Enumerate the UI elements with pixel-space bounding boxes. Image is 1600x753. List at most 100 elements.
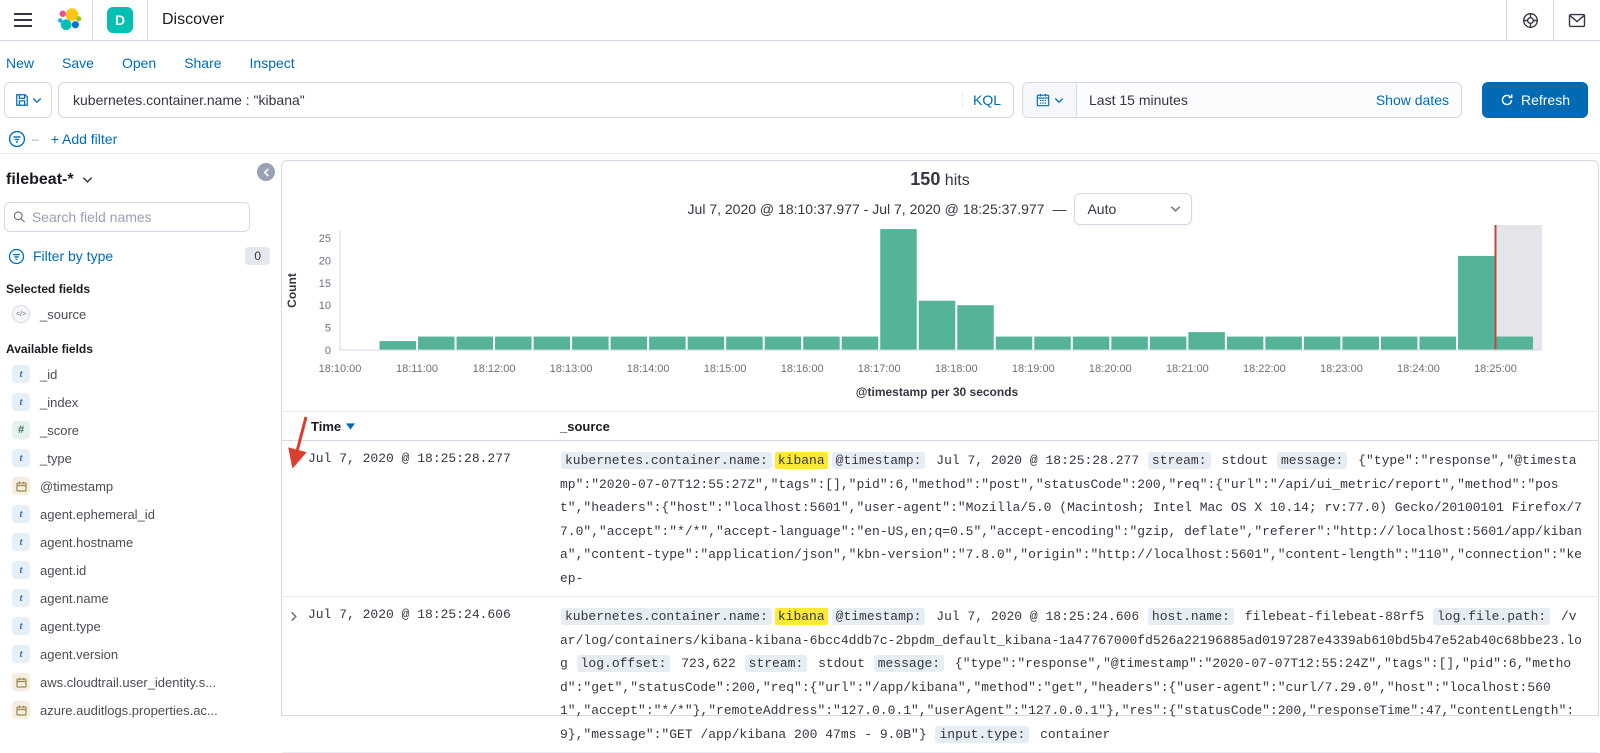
histogram-bar-18:13:00[interactable] (572, 336, 609, 350)
filter-by-type[interactable]: Filter by type 0 (4, 244, 276, 268)
field-item-_id[interactable]: t _id (4, 360, 276, 388)
field-item-agent.ephemeral_id[interactable]: t agent.ephemeral_id (4, 500, 276, 528)
chevron-down-icon (1054, 97, 1063, 103)
query-language-button[interactable]: KQL (961, 92, 1001, 108)
histogram-bar-18:22:30[interactable] (1303, 336, 1341, 350)
elastic-logo[interactable] (46, 0, 92, 40)
chevron-down-icon (32, 97, 41, 103)
histogram-bar-18:10:30[interactable] (379, 341, 417, 350)
histogram-bar-18:19:00[interactable] (1034, 336, 1071, 350)
table-row: Jul 7, 2020 @ 18:25:24.606 kubernetes.con… (282, 597, 1598, 753)
x-tick-label: 18:24:00 (1397, 363, 1440, 375)
histogram-bar-18:13:30[interactable] (610, 336, 648, 350)
histogram-bar-18:17:30[interactable] (918, 300, 956, 350)
menu-hamburger-icon[interactable] (0, 0, 46, 40)
field-item-@timestamp[interactable]: @timestamp (4, 472, 276, 500)
field-item-agent.id[interactable]: t agent.id (4, 556, 276, 584)
nav-link-share[interactable]: Share (184, 55, 222, 71)
histogram-bar-18:16:00[interactable] (803, 336, 840, 350)
sidebar-collapse-button[interactable] (257, 163, 275, 181)
histogram-bar-18:24:00[interactable] (1419, 336, 1456, 350)
field-name: azure.auditlogs.properties.ac... (40, 702, 218, 718)
help-icon[interactable] (1507, 0, 1553, 40)
field-item-_source[interactable]: </> _source (4, 300, 276, 328)
add-filter-button[interactable]: + Add filter (50, 130, 118, 147)
histogram-bar-18:22:00[interactable] (1265, 336, 1302, 350)
histogram-bar-18:18:30[interactable] (995, 336, 1033, 350)
available-fields-heading: Available fields (6, 342, 93, 356)
filter-bar: – + Add filter (0, 124, 1600, 154)
mail-icon[interactable] (1554, 0, 1600, 40)
histogram-bar-18:23:00[interactable] (1342, 336, 1379, 350)
interval-select[interactable]: Auto (1074, 193, 1193, 225)
saved-query-button[interactable] (4, 82, 52, 118)
field-name: _score (40, 422, 80, 438)
histogram-bar-18:15:00[interactable] (726, 336, 763, 350)
histogram-bar-18:14:30[interactable] (687, 336, 725, 350)
interval-value: Auto (1087, 201, 1117, 217)
histogram-bar-18:21:30[interactable] (1226, 336, 1264, 350)
time-column-header[interactable]: Time (311, 419, 560, 434)
nav-link-inspect[interactable]: Inspect (249, 55, 295, 71)
table-row: Jul 7, 2020 @ 18:25:28.277 kubernetes.con… (282, 441, 1598, 597)
field-search[interactable] (4, 202, 250, 232)
expand-row-button[interactable] (288, 449, 308, 590)
space-badge[interactable]: D (107, 7, 133, 33)
query-input[interactable]: kubernetes.container.name : "kibana" KQL (58, 82, 1014, 118)
time-range-value[interactable]: Last 15 minutes (1089, 92, 1188, 108)
field-item-aws.cloudtrail.user_identity.s...[interactable]: aws.cloudtrail.user_identity.s... (4, 668, 276, 696)
x-tick-label: 18:25:00 (1474, 363, 1517, 375)
show-dates-button[interactable]: Show dates (1375, 92, 1449, 108)
selected-fields-heading: Selected fields (6, 282, 91, 296)
histogram-bar-18:15:30[interactable] (764, 336, 802, 350)
field-item-_type[interactable]: t _type (4, 444, 276, 472)
x-tick-label: 18:18:00 (935, 363, 978, 375)
field-item-agent.name[interactable]: t agent.name (4, 584, 276, 612)
histogram-chart[interactable]: 0 5 10 15 20 25 Count 18:10:00 18:11:00 18:12:00 1… (282, 223, 1598, 409)
histogram-bar-18:17:00[interactable] (880, 229, 917, 350)
source-text: filebeat-filebeat-88rf5 (1236, 609, 1432, 624)
index-pattern-selector[interactable]: filebeat-* (4, 166, 276, 194)
refresh-button[interactable]: Refresh (1482, 82, 1588, 118)
axis-lines (339, 231, 1542, 351)
field-item-agent.type[interactable]: t agent.type (4, 612, 276, 640)
search-icon (13, 211, 25, 223)
histogram-bar-18:20:30[interactable] (1149, 336, 1187, 350)
expand-row-button[interactable] (288, 605, 308, 746)
histogram-bar-18:11:00[interactable] (418, 336, 455, 350)
histogram-bar-18:12:00[interactable] (495, 336, 532, 350)
nav-link-open[interactable]: Open (121, 55, 157, 71)
histogram-bar-18:11:30[interactable] (456, 336, 494, 350)
histogram-bar-18:23:30[interactable] (1380, 336, 1418, 350)
nav-link-new[interactable]: New (6, 55, 35, 71)
string-field-icon: t (12, 589, 30, 607)
histogram-bar-18:19:30[interactable] (1072, 336, 1110, 350)
field-item-_score[interactable]: # _score (4, 416, 276, 444)
field-name-badge: message: (1276, 452, 1348, 469)
date-picker-calendar-button[interactable] (1023, 83, 1077, 117)
string-field-icon: t (12, 533, 30, 551)
field-item-agent.version[interactable]: t agent.version (4, 640, 276, 668)
histogram-bar-18:16:30[interactable] (841, 336, 879, 350)
field-item-agent.hostname[interactable]: t agent.hostname (4, 528, 276, 556)
highlighted-value: kibana (774, 608, 828, 625)
row-timestamp: Jul 7, 2020 @ 18:25:28.277 (308, 451, 511, 466)
search-field-names-input[interactable] (31, 209, 241, 225)
page-title: Discover (162, 11, 225, 28)
field-item-azure.auditlogs.properties.ac...[interactable]: azure.auditlogs.properties.ac... (4, 696, 276, 724)
field-name: agent.type (40, 618, 101, 634)
histogram-bar-18:20:00[interactable] (1111, 336, 1148, 350)
histogram-bar-18:25:00[interactable] (1496, 336, 1533, 350)
source-text: Jul 7, 2020 @ 18:25:24.606 (928, 609, 1147, 624)
field-name-badge: message: (873, 655, 945, 672)
histogram-bar-18:18:00[interactable] (957, 305, 994, 350)
histogram-bar-18:21:00[interactable] (1188, 332, 1225, 350)
field-name-badge: host.name: (1147, 608, 1234, 625)
histogram-bar-18:12:30[interactable] (533, 336, 571, 350)
nav-link-save[interactable]: Save (62, 55, 94, 71)
range-line: Jul 7, 2020 @ 18:10:37.977 - Jul 7, 2020… (282, 193, 1598, 225)
filter-icon[interactable] (8, 130, 26, 148)
field-item-_index[interactable]: t _index (4, 388, 276, 416)
histogram-bar-18:14:00[interactable] (649, 336, 686, 350)
histogram-bar-18:24:30[interactable] (1457, 255, 1495, 350)
